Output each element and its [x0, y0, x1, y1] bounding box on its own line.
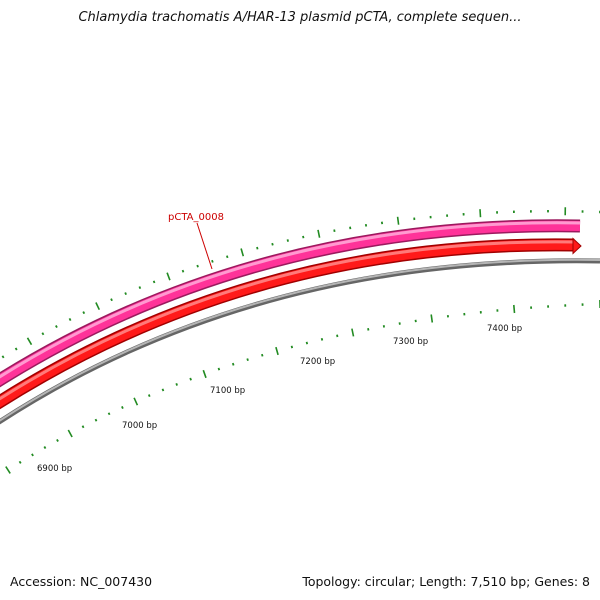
minor-tick	[147, 394, 151, 398]
ruler-label: 6900 bp	[37, 464, 72, 474]
minor-tick	[110, 298, 113, 302]
major-tick	[240, 248, 245, 257]
backbone-arc-highlight	[0, 258, 600, 422]
major-tick	[166, 272, 171, 281]
minor-tick	[138, 286, 142, 290]
minor-tick	[41, 332, 45, 336]
major-tick	[26, 337, 33, 346]
major-tick	[479, 209, 482, 218]
major-tick	[95, 302, 101, 311]
minor-tick	[217, 367, 221, 371]
minor-tick	[261, 353, 264, 357]
major-tick	[396, 216, 400, 225]
ruler-label: 7100 bp	[210, 386, 245, 396]
minor-tick	[256, 246, 259, 250]
major-tick	[317, 229, 321, 238]
minor-tick	[211, 259, 214, 263]
minor-tick	[320, 337, 324, 341]
cds-feature-arc-fill	[0, 220, 581, 386]
minor-tick	[43, 446, 47, 450]
map-title: Chlamydia trachomatis A/HAR-13 plasmid p…	[78, 10, 522, 25]
minor-tick	[31, 453, 34, 457]
major-tick	[133, 397, 139, 406]
minor-tick	[189, 377, 192, 381]
feature-label-pointer	[196, 222, 213, 270]
minor-tick	[121, 406, 124, 409]
outer-tick-ring	[1, 207, 600, 359]
ruler-label: 7400 bp	[487, 324, 522, 334]
minor-tick	[246, 358, 249, 362]
minor-tick	[124, 292, 127, 296]
minor-tick	[56, 438, 59, 442]
minor-tick	[161, 388, 165, 392]
minor-tick	[94, 418, 98, 422]
minor-tick	[302, 235, 305, 239]
major-tick	[5, 466, 11, 474]
major-tick	[513, 304, 516, 314]
minor-tick	[18, 460, 22, 464]
minor-tick	[181, 269, 185, 273]
minor-tick	[226, 255, 229, 259]
minor-tick	[175, 383, 178, 386]
minor-tick	[107, 412, 111, 416]
cds-feature-arc-highlight	[0, 221, 581, 379]
ruler-label: 7000 bp	[122, 421, 157, 431]
minor-tick	[81, 425, 85, 429]
gene-feature-arc-fill	[0, 239, 575, 408]
minor-tick	[55, 325, 58, 329]
minor-tick	[336, 334, 339, 338]
major-tick	[202, 369, 207, 379]
minor-tick	[367, 328, 370, 331]
major-tick	[430, 314, 434, 323]
minor-tick	[290, 345, 294, 349]
gene-feature-arc-highlight	[0, 240, 575, 401]
minor-tick	[271, 242, 274, 246]
minor-tick	[286, 239, 289, 242]
major-tick	[275, 346, 279, 356]
ruler-label: 7200 bp	[300, 357, 335, 367]
minor-tick	[82, 311, 86, 315]
major-tick	[67, 429, 73, 438]
minor-tick	[152, 280, 156, 284]
accession-text: Accession: NC_007430	[10, 574, 153, 589]
minor-tick	[196, 264, 199, 268]
summary-text: Topology: circular; Length: 7,510 bp; Ge…	[302, 574, 590, 589]
gene-arrowhead	[572, 237, 582, 255]
major-tick	[351, 328, 355, 337]
minor-tick	[231, 362, 235, 366]
feature-label[interactable]: pCTA_0008	[168, 212, 224, 223]
minor-tick	[14, 347, 18, 351]
minor-tick	[68, 317, 72, 322]
minor-tick	[1, 355, 5, 359]
minor-tick	[305, 341, 309, 345]
ruler-label: 7300 bp	[393, 337, 428, 347]
ruler-tick-ring	[5, 299, 600, 474]
